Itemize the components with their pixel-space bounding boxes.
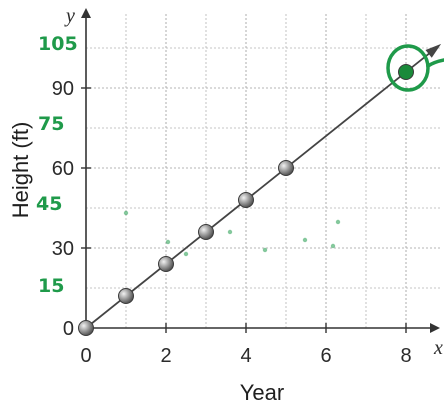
y-axis-arrow	[81, 8, 91, 18]
data-point	[198, 224, 214, 240]
circle-tail-stroke	[426, 58, 444, 68]
trend-line	[85, 45, 439, 329]
stray-ink-mark	[335, 219, 341, 225]
y-axis-letter: y	[64, 5, 75, 27]
x-tick-label: 4	[240, 345, 251, 367]
y-tick-label: 30	[52, 238, 74, 260]
grid	[86, 12, 440, 328]
stray-ink-mark	[330, 243, 336, 249]
data-point-circled	[398, 64, 414, 80]
handwritten-label: 105	[38, 33, 78, 55]
data-point	[118, 288, 134, 304]
y-axis-label: Height (ft)	[8, 122, 33, 219]
data-point	[78, 320, 94, 336]
data-point	[158, 256, 174, 272]
stray-ink-mark	[262, 247, 268, 253]
tick-labels: 0 2 4 6 8 0 30 60 90	[52, 78, 412, 367]
data-point	[238, 192, 254, 208]
handwritten-label: 45	[36, 193, 62, 215]
handwritten-annotations: 105 75 45 15	[36, 33, 444, 297]
stray-ink-mark	[302, 237, 308, 243]
data-point	[278, 160, 294, 176]
x-tick-label: 0	[80, 345, 91, 367]
x-tick-label: 2	[160, 345, 171, 367]
handwritten-label: 15	[38, 275, 64, 297]
x-tick-label: 6	[320, 345, 331, 367]
trend-line-layer	[85, 43, 442, 329]
points-layer	[78, 64, 414, 336]
handwritten-label: 75	[38, 113, 64, 135]
y-tick-label: 90	[52, 78, 74, 100]
stray-ink-mark	[165, 239, 171, 245]
x-axis-label: Year	[240, 380, 284, 405]
trend-line-arrow	[425, 43, 442, 58]
stray-ink-mark	[227, 229, 233, 235]
stray-ink-mark	[183, 251, 189, 257]
circled-point-ring	[386, 44, 430, 92]
x-axis-arrow	[430, 323, 440, 333]
y-tick-label: 0	[63, 318, 74, 340]
x-axis-letter: x	[433, 337, 443, 359]
y-tick-label: 60	[52, 158, 74, 180]
stray-ink-mark	[123, 210, 129, 216]
axes	[81, 8, 440, 333]
x-tick-label: 8	[400, 345, 411, 367]
